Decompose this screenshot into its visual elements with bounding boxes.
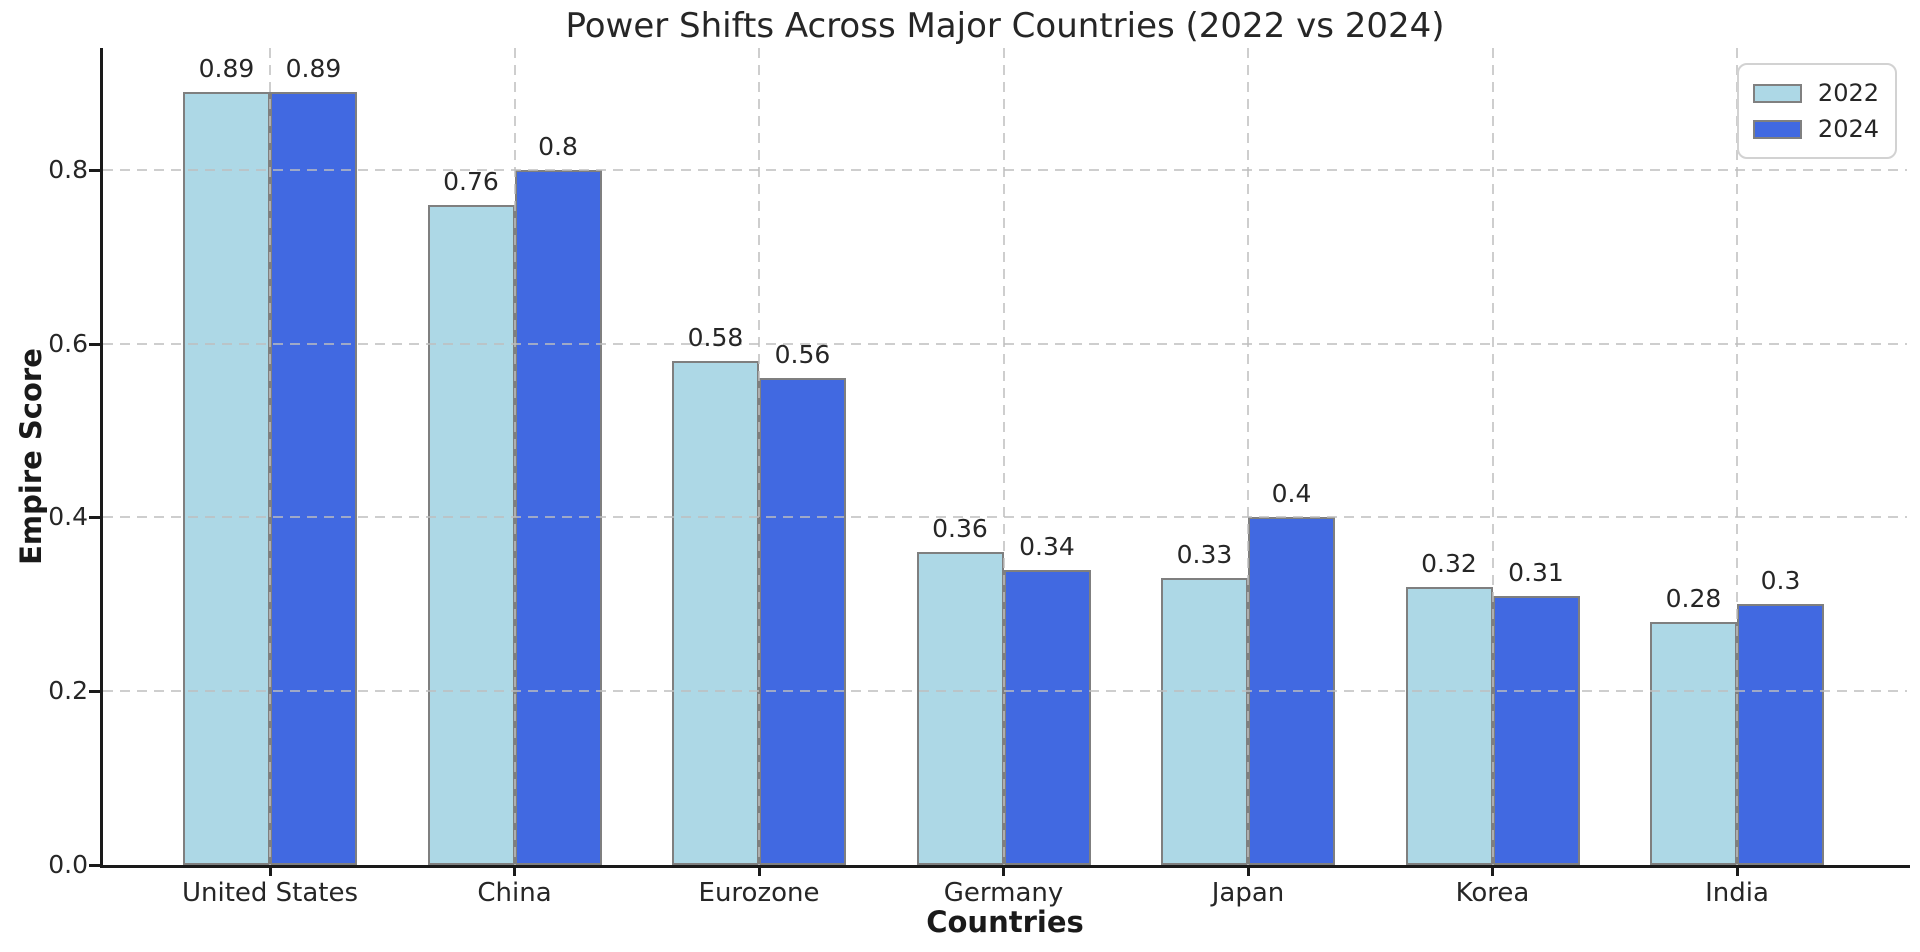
bar-2022-india xyxy=(1650,622,1737,865)
bar-value-label: 0.89 xyxy=(285,54,342,83)
bar-value-label: 0.3 xyxy=(1760,566,1801,595)
legend-swatch-2022 xyxy=(1752,83,1802,103)
bar-value-label: 0.8 xyxy=(538,132,578,161)
bar-value-label: 0.56 xyxy=(774,340,831,369)
bar-value-label: 0.4 xyxy=(1271,479,1312,508)
bar-value-label: 0.34 xyxy=(1019,532,1075,561)
x-tick-mark xyxy=(268,868,272,876)
x-tick-mark xyxy=(1735,868,1739,876)
x-tick-label: India xyxy=(1705,878,1769,908)
x-tick-mark xyxy=(1002,868,1005,876)
bar-value-label: 0.33 xyxy=(1176,540,1233,569)
legend-entry-2022: 2022 xyxy=(1752,75,1879,111)
x-tick-mark xyxy=(1246,868,1250,876)
x-tick-label: Eurozone xyxy=(698,878,820,908)
y-tick-mark xyxy=(89,342,100,346)
bar-2024-united-states xyxy=(270,92,357,865)
bar-value-label: 0.32 xyxy=(1421,549,1477,578)
chart-title: Power Shifts Across Major Countries (202… xyxy=(565,6,1445,46)
plot-area: 0.89 0.89 0.76 0.8 0.58 0.56 0.36 0.34 0.33 0.4 0.… xyxy=(103,48,1907,865)
legend-label-2024: 2024 xyxy=(1817,115,1879,143)
x-tick-mark xyxy=(1491,868,1494,876)
bar-2024-korea xyxy=(1492,596,1580,865)
x-tick-label: Korea xyxy=(1455,878,1530,908)
y-tick-mark xyxy=(89,516,100,520)
bar-2024-india xyxy=(1737,604,1824,865)
bar-2022-china xyxy=(427,205,515,865)
bar-2022-germany xyxy=(916,552,1004,865)
x-tick-label: China xyxy=(477,878,552,908)
x-tick-mark xyxy=(757,868,761,876)
bar-value-label: 0.31 xyxy=(1508,558,1564,587)
x-tick-label: United States xyxy=(181,878,359,908)
bar-value-label: 0.89 xyxy=(198,54,255,83)
y-tick-label: 0.2 xyxy=(48,676,88,706)
y-tick-label: 0.8 xyxy=(48,154,88,184)
value-label-layer: 0.89 0.89 0.76 0.8 0.58 0.56 0.36 0.34 0.33 0.4 0.… xyxy=(103,48,1907,865)
bar-value-label: 0.76 xyxy=(443,167,499,196)
bar-2024-germany xyxy=(1003,570,1091,865)
bar-2022-korea xyxy=(1405,587,1493,865)
y-tick-mark xyxy=(89,690,100,694)
bar-2024-eurozone xyxy=(759,378,846,865)
x-tick-label: Germany xyxy=(943,878,1064,908)
y-tick-mark xyxy=(89,168,100,172)
bar-value-label: 0.28 xyxy=(1665,584,1722,613)
y-tick-mark xyxy=(89,864,100,867)
y-tick-label: 0.4 xyxy=(48,502,88,532)
x-axis-spine xyxy=(100,865,1910,868)
legend: 2022 2024 xyxy=(1736,63,1897,159)
x-axis-label: Countries xyxy=(926,905,1084,939)
y-axis-spine xyxy=(100,48,103,868)
bar-value-label: 0.36 xyxy=(932,514,988,543)
bar-value-label: 0.58 xyxy=(687,323,744,352)
x-tick-label: Japan xyxy=(1211,878,1285,908)
legend-entry-2024: 2024 xyxy=(1752,111,1879,147)
legend-label-2022: 2022 xyxy=(1817,79,1879,107)
y-tick-label: 0.6 xyxy=(48,328,88,358)
x-tick-mark xyxy=(513,868,516,876)
legend-swatch-2024 xyxy=(1752,119,1802,139)
y-tick-label: 0.0 xyxy=(48,850,88,879)
bar-2022-japan xyxy=(1161,578,1248,865)
